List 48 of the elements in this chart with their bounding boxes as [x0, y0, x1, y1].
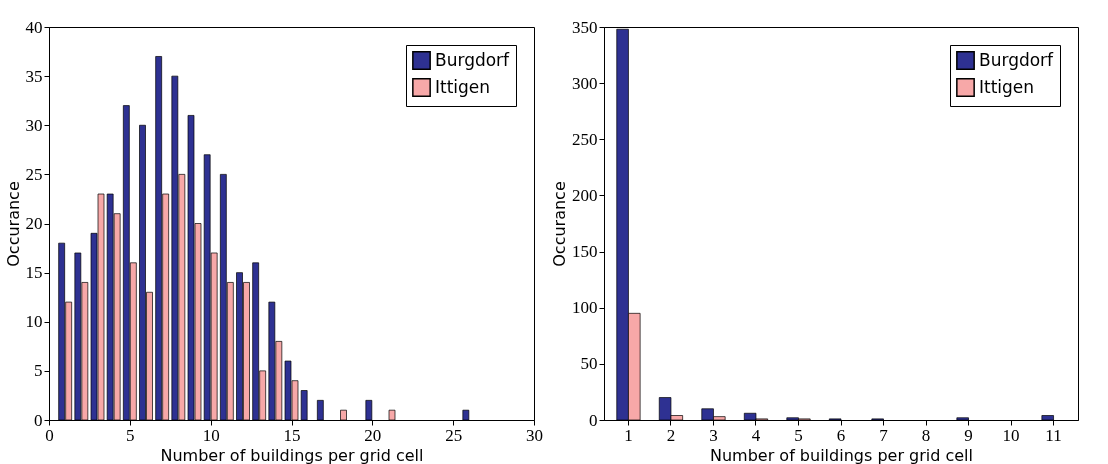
y-tick-label: 5: [34, 361, 43, 381]
y-tick-label: 350: [572, 17, 598, 37]
x-tick-label: 9: [964, 425, 973, 445]
x-tick-label: 3: [709, 425, 718, 445]
y-tick-label: 150: [572, 242, 598, 262]
legend-label: Burgdorf: [435, 49, 511, 70]
x-tick-label: 1: [624, 425, 633, 445]
y-tick-label: 50: [580, 354, 598, 374]
legend-label: Ittigen: [435, 76, 491, 97]
y-tick-label: 250: [572, 129, 598, 149]
bar: [388, 409, 396, 421]
x-tick-label: 2: [666, 425, 676, 445]
x-tick-label: 5: [794, 425, 803, 445]
x-tick-label: 5: [126, 425, 135, 445]
legend-label: Ittigen: [979, 76, 1035, 97]
bar: [340, 409, 347, 421]
y-tick-label: 0: [589, 410, 598, 430]
legend-label: Burgdorf: [979, 49, 1055, 70]
x-tick-label: 30: [526, 425, 543, 445]
x-tick-label: 25: [445, 425, 463, 445]
x-tick-label: 20: [364, 425, 382, 445]
y-tick-label: 30: [25, 115, 43, 135]
x-tick-label: 10: [1002, 425, 1020, 445]
y-tick-label: 200: [572, 185, 598, 205]
x-tick-label: 6: [836, 425, 846, 445]
bar: [300, 390, 308, 421]
y-axis-title: Occurance: [550, 181, 569, 267]
x-tick-label: 8: [921, 425, 931, 445]
bar: [365, 400, 373, 421]
x-axis-title: Number of buildings per grid cell: [710, 445, 973, 464]
y-tick-label: 25: [25, 164, 43, 184]
x-tick-label: 11: [1045, 425, 1062, 445]
y-tick-label: 10: [25, 312, 43, 332]
x-tick-label: 15: [283, 425, 301, 445]
y-tick-label: 300: [572, 73, 598, 93]
x-axis-title: Number of buildings per grid cell: [160, 445, 424, 464]
y-tick-label: 20: [25, 214, 43, 233]
y-axis-title: Occurance: [3, 181, 23, 267]
x-tick-label: 4: [751, 425, 761, 445]
y-tick-label: 40: [25, 17, 43, 37]
y-tick-label: 100: [572, 298, 598, 318]
bar: [316, 400, 324, 421]
y-tick-label: 0: [34, 410, 43, 430]
y-tick-label: 35: [25, 66, 43, 86]
x-tick-label: 7: [879, 425, 889, 445]
x-tick-label: 10: [202, 425, 220, 445]
y-tick-label: 15: [25, 263, 43, 283]
bar: [462, 409, 470, 421]
